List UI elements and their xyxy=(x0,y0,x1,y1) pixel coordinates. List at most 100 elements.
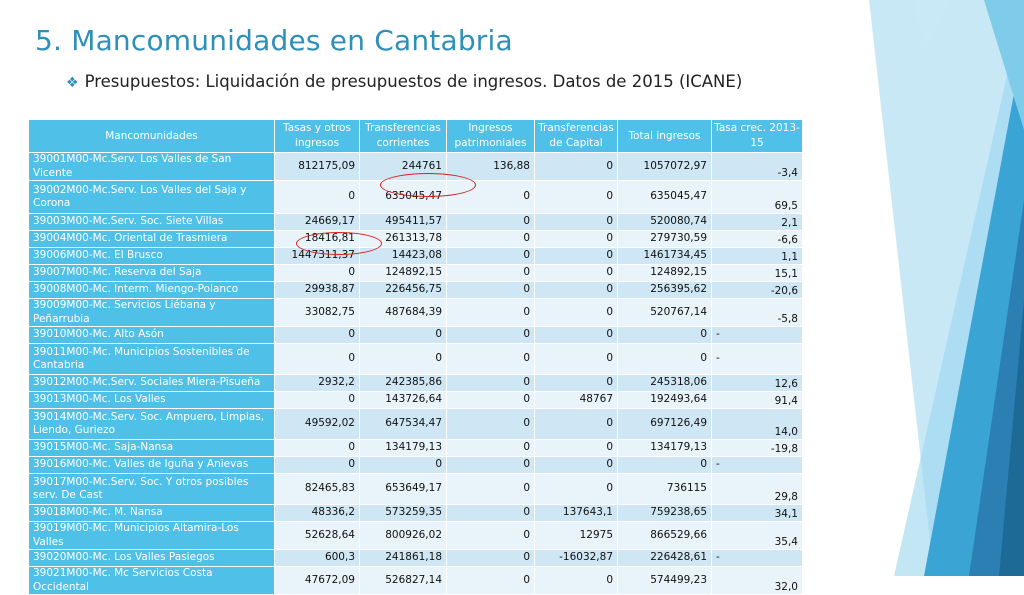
table-cell: 0 xyxy=(534,566,618,595)
table-cell: -16032,87 xyxy=(534,549,618,567)
row-label: 39011M00-Mc. Municipios Sostenibles de C… xyxy=(28,343,275,375)
row-label: 39010M00-Mc. Alto Asón xyxy=(28,326,275,344)
table-cell: 0 xyxy=(274,326,360,344)
table-cell: 2,1 xyxy=(711,213,803,231)
table-row: 39012M00-Mc.Serv. Sociales Miera-Pisueña… xyxy=(28,374,803,392)
table-cell: 0 xyxy=(534,213,618,231)
row-label: 39021M00-Mc. Mc Servicios Costa Occident… xyxy=(28,566,275,595)
table-cell: 1057072,97 xyxy=(617,152,712,181)
table-cell: 0 xyxy=(446,230,535,248)
table-cell: 0 xyxy=(534,439,618,457)
row-label: 39014M00-Mc.Serv. Soc. Ampuero, Limpias,… xyxy=(28,408,275,440)
table-cell: 635045,47 xyxy=(617,180,712,214)
table-row: 39002M00-Mc.Serv. Los Valles del Saja y … xyxy=(28,180,803,214)
table-row: 39006M00-Mc. El Brusco 1447311,37 14423,08… xyxy=(28,247,803,265)
table-cell: -3,4 xyxy=(711,152,803,181)
table-cell: 0 xyxy=(274,456,360,474)
column-header: Transferencias corrientes xyxy=(359,119,447,153)
bullet-icon: ❖ xyxy=(66,75,79,91)
table-cell: 82465,83 xyxy=(274,473,360,505)
row-label: 39004M00-Mc. Oriental de Trasmiera xyxy=(28,230,275,248)
table-cell: 0 xyxy=(534,281,618,299)
table-cell: 635045,47 xyxy=(359,180,447,214)
table-cell: 256395,62 xyxy=(617,281,712,299)
table-cell: 14,0 xyxy=(711,408,803,440)
row-label: 39006M00-Mc. El Brusco xyxy=(28,247,275,265)
table-cell: 244761 xyxy=(359,152,447,181)
table-cell: 0 xyxy=(446,264,535,282)
table-cell: 0 xyxy=(446,281,535,299)
table-cell: 800926,02 xyxy=(359,521,447,550)
row-label: 39008M00-Mc. Interm. Miengo-Polanco xyxy=(28,281,275,299)
table-cell: 526827,14 xyxy=(359,566,447,595)
table-cell: 697126,49 xyxy=(617,408,712,440)
table-row: 39019M00-Mc. Municipios Altamira-Los Val… xyxy=(28,521,803,550)
table-cell: 1461734,45 xyxy=(617,247,712,265)
subtitle-text: Presupuestos: Liquidación de presupuesto… xyxy=(84,72,743,91)
table-row: 39011M00-Mc. Municipios Sostenibles de C… xyxy=(28,343,803,375)
table-cell: 0 xyxy=(446,213,535,231)
table-cell: 0 xyxy=(534,247,618,265)
table-cell: 0 xyxy=(534,298,618,327)
table-cell: 34,1 xyxy=(711,504,803,522)
table-cell: 0 xyxy=(534,180,618,214)
table-row: 39016M00-Mc. Valles de Iguña y Anievas 0 0… xyxy=(28,456,803,474)
table-cell: 0 xyxy=(446,566,535,595)
row-label: 39015M00-Mc. Saja-Nansa xyxy=(28,439,275,457)
table-cell: 0 xyxy=(534,473,618,505)
column-header: Transferencias de Capital xyxy=(534,119,618,153)
table-cell: 124892,15 xyxy=(617,264,712,282)
table-cell: 242385,86 xyxy=(359,374,447,392)
row-label: 39017M00-Mc.Serv. Soc. Y otros posibles … xyxy=(28,473,275,505)
table-cell: 48336,2 xyxy=(274,504,360,522)
table-cell: 0 xyxy=(534,408,618,440)
table-cell: 573259,35 xyxy=(359,504,447,522)
table-cell: 134179,13 xyxy=(359,439,447,457)
table-cell: 12,6 xyxy=(711,374,803,392)
table-cell: 0 xyxy=(446,180,535,214)
table-cell: 52628,64 xyxy=(274,521,360,550)
table-cell: 0 xyxy=(617,456,712,474)
table-cell: 192493,64 xyxy=(617,391,712,409)
table-cell: 0 xyxy=(359,326,447,344)
row-label: 39013M00-Mc. Los Valles xyxy=(28,391,275,409)
table-cell: 574499,23 xyxy=(617,566,712,595)
table-cell: 29,8 xyxy=(711,473,803,505)
table-cell: 0 xyxy=(446,326,535,344)
table-row: 39017M00-Mc.Serv. Soc. Y otros posibles … xyxy=(28,473,803,505)
table-cell: 47672,09 xyxy=(274,566,360,595)
table-cell: - xyxy=(711,456,803,474)
table-cell: 0 xyxy=(274,439,360,457)
column-header: Tasa crec. 2013-15 xyxy=(711,119,803,153)
table-cell: 0 xyxy=(534,152,618,181)
table-cell: 759238,65 xyxy=(617,504,712,522)
table-cell: 0 xyxy=(446,549,535,567)
table-row: 39008M00-Mc. Interm. Miengo-Polanco 29938… xyxy=(28,281,803,299)
table-cell: 0 xyxy=(534,264,618,282)
table-cell: 137643,1 xyxy=(534,504,618,522)
table-cell: 48767 xyxy=(534,391,618,409)
table-row: 39009M00-Mc. Servicios Liébana y Peñarru… xyxy=(28,298,803,327)
table-cell: 0 xyxy=(359,456,447,474)
row-label: 39016M00-Mc. Valles de Iguña y Anievas xyxy=(28,456,275,474)
table-cell: 0 xyxy=(446,391,535,409)
decorative-shapes xyxy=(869,0,1024,576)
column-header: Mancomunidades xyxy=(28,119,275,153)
table-cell: 0 xyxy=(446,439,535,457)
table-cell: 143726,64 xyxy=(359,391,447,409)
table-cell: 0 xyxy=(274,343,360,375)
table-row: 39014M00-Mc.Serv. Soc. Ampuero, Limpias,… xyxy=(28,408,803,440)
table-cell: 0 xyxy=(617,343,712,375)
table-cell: 91,4 xyxy=(711,391,803,409)
table-cell: 0 xyxy=(534,374,618,392)
row-label: 39020M00-Mc. Los Valles Pasiegos xyxy=(28,549,275,567)
row-label: 39009M00-Mc. Servicios Liébana y Peñarru… xyxy=(28,298,275,327)
column-header: Tasas y otros ingresos xyxy=(274,119,360,153)
table-cell: 0 xyxy=(534,230,618,248)
table-cell: 1447311,37 xyxy=(274,247,360,265)
table-cell: 520080,74 xyxy=(617,213,712,231)
table-cell: 14423,08 xyxy=(359,247,447,265)
row-label: 39018M00-Mc. M. Nansa xyxy=(28,504,275,522)
row-label: 39002M00-Mc.Serv. Los Valles del Saja y … xyxy=(28,180,275,214)
column-header: Total ingresos xyxy=(617,119,712,153)
